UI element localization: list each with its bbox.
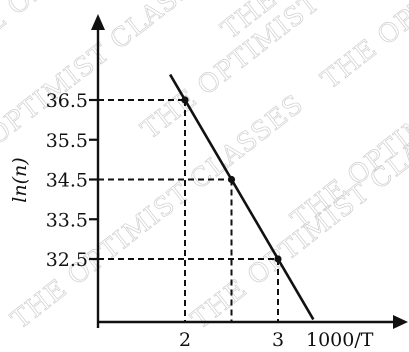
y-tick-label: 32.5	[46, 249, 88, 271]
data-point	[227, 175, 236, 184]
axes	[91, 14, 408, 329]
series	[168, 73, 315, 321]
y-tick-label: 33.5	[46, 209, 88, 231]
watermark-text: THE OPTIMIST CLASSES	[316, 0, 409, 96]
x-axis-label: 1000/T	[306, 329, 374, 351]
ticks: 32.5 33.5 34.5 35.5 36.5 2 3	[46, 90, 284, 351]
y-tick-label: 36.5	[46, 90, 88, 112]
guide-lines	[98, 99, 279, 322]
x-tick-label: 3	[272, 329, 284, 351]
x-axis-arrow	[393, 315, 408, 329]
data-point	[181, 96, 189, 104]
x-tick-label: 2	[179, 329, 191, 351]
data-point	[274, 255, 282, 263]
y-axis-label: ln(n)	[9, 157, 31, 202]
series-line	[168, 73, 315, 321]
y-axis-arrow	[91, 14, 105, 30]
y-tick-label: 35.5	[46, 130, 88, 152]
y-tick-label: 34.5	[46, 170, 88, 192]
